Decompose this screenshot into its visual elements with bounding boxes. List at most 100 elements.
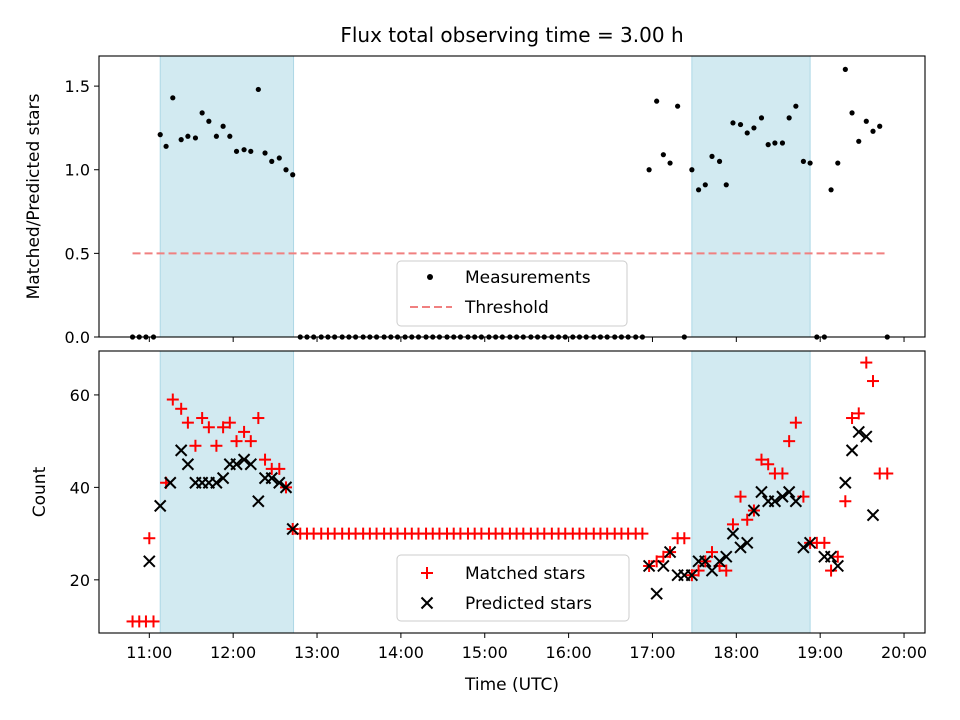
x-b — [252, 495, 265, 508]
top-y-axis-label: Matched/Predicted stars — [24, 93, 44, 299]
measurement-point — [199, 110, 205, 116]
matched-star-point — [175, 402, 188, 415]
matched-star-point — [831, 550, 844, 563]
predicted-star-point — [230, 458, 243, 471]
matched-star-point — [252, 412, 265, 425]
y-tick-label: 60 — [70, 386, 90, 405]
predicted-star-point — [860, 430, 873, 443]
x-b — [845, 444, 859, 457]
predicted-star-point — [265, 471, 278, 485]
matched-star-point — [196, 412, 209, 425]
measurement-point — [744, 130, 750, 136]
shaded-interval — [691, 351, 811, 633]
measurement-point — [828, 187, 834, 193]
measurement-point — [283, 167, 289, 173]
matched-star-point — [657, 550, 670, 563]
predicted-star-point — [755, 485, 768, 499]
matched-star-point — [230, 435, 243, 448]
measurement-point — [709, 153, 715, 159]
matched-star-point — [202, 421, 215, 434]
measurement-point — [835, 160, 841, 166]
x-tick-label: 14:00 — [378, 643, 424, 662]
bottom-legend-box — [396, 554, 630, 622]
predicted-star-point — [747, 504, 761, 517]
matched-star-point — [189, 439, 202, 452]
matched-star-point — [678, 532, 691, 545]
legend-measurements-label: Measurements — [465, 268, 591, 288]
x-b — [244, 458, 257, 471]
matched-star-point — [181, 416, 194, 429]
predicted-star-point — [831, 559, 844, 573]
predicted-star-point — [866, 508, 880, 522]
measurement-point — [163, 143, 169, 149]
matched-star-point — [259, 453, 272, 466]
top-y-ticks: 0.0 0.5 1.0 1.5 — [65, 77, 99, 347]
measurement-point — [758, 115, 765, 121]
matched-star-point — [755, 453, 768, 466]
x-b — [797, 541, 810, 554]
x-b — [210, 476, 223, 489]
bottom-y-ticks: 20 40 60 — [70, 386, 99, 590]
x-tick-label: 18:00 — [713, 643, 759, 662]
measurement-point — [667, 160, 673, 166]
measurement-point — [870, 128, 876, 134]
predicted-star-point — [734, 541, 747, 554]
predicted-star-point — [279, 481, 293, 494]
x-tick-label: 16:00 — [546, 643, 592, 662]
x-tick-label: 19:00 — [797, 643, 843, 662]
matched-star-point — [636, 527, 649, 540]
x-b — [852, 425, 865, 439]
predicted-star-point — [713, 555, 726, 568]
legend-matched-marker — [421, 567, 433, 579]
predicted-star-point — [839, 476, 852, 489]
x-b — [803, 536, 817, 550]
measurement-point — [241, 147, 247, 153]
x-b — [726, 527, 740, 540]
predicted-star-point — [143, 555, 156, 568]
measurement-point — [702, 182, 708, 188]
predicted-star-point — [216, 471, 230, 485]
matched-star-point — [839, 495, 852, 508]
measurement-point — [220, 123, 226, 129]
measurement-point — [248, 148, 254, 154]
measurement-point — [255, 86, 261, 93]
predicted-star-point — [797, 541, 810, 554]
x-b — [174, 444, 188, 457]
x-b — [230, 458, 243, 471]
matched-star-point — [762, 458, 775, 471]
x-b — [860, 430, 873, 443]
legend-predicted-label: Predicted stars — [465, 594, 592, 614]
x-b — [420, 596, 434, 610]
matched-star-point — [867, 375, 880, 388]
ratio-panel: 0.0 0.5 1.0 1.5 Matched/Predicted stars Mea… — [24, 55, 926, 347]
x-tick-label: 20:00 — [881, 643, 927, 662]
x-b — [164, 476, 177, 489]
matched-star-point — [825, 564, 838, 577]
top-legend: Measurements Threshold — [396, 260, 628, 327]
legend-predicted-marker — [420, 596, 434, 610]
measurement-point — [716, 158, 723, 164]
matched-star-point — [852, 407, 865, 420]
predicted-star-point — [663, 545, 677, 559]
predicted-star-point — [782, 485, 796, 499]
predicted-star-point — [699, 555, 712, 568]
predicted-star-point — [642, 559, 656, 573]
legend-plus — [421, 567, 433, 579]
measurement-point — [660, 152, 666, 158]
matched-star-point — [726, 518, 739, 531]
measurement-point — [206, 118, 212, 124]
predicted-star-point — [650, 587, 663, 600]
x-tick-label: 12:00 — [210, 643, 256, 662]
matched-star-point — [881, 467, 894, 480]
predicted-star-point — [237, 453, 251, 466]
measurement-point — [856, 138, 862, 144]
predicted-star-point — [776, 490, 789, 503]
top-legend-box — [396, 260, 628, 327]
x-b — [273, 476, 286, 489]
legend-threshold-label: Threshold — [464, 298, 549, 318]
x-b — [755, 485, 768, 499]
matched-star-point — [846, 412, 859, 425]
x-b — [143, 555, 156, 568]
x-b — [720, 550, 733, 563]
predicted-star-point — [244, 458, 257, 471]
